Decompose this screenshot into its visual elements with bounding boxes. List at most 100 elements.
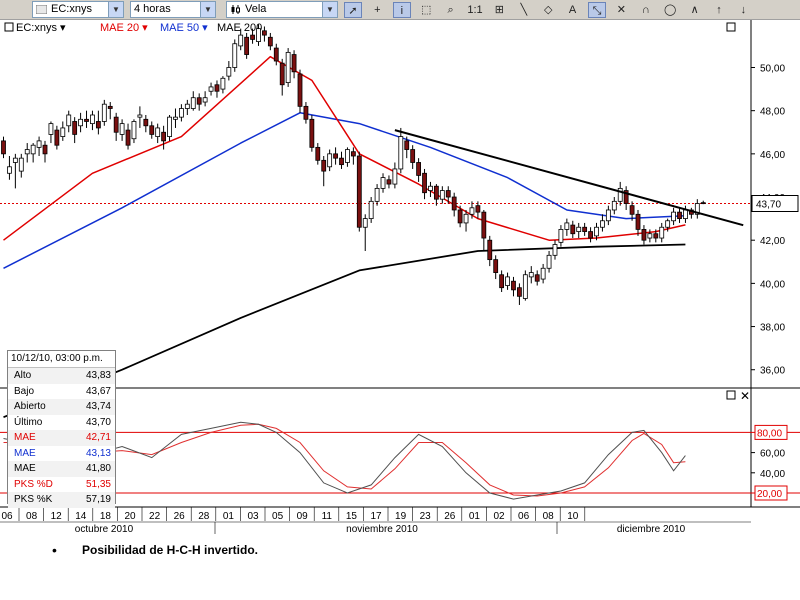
time-axis-day-label: 22 [149, 511, 161, 522]
time-axis-day-label: 18 [100, 511, 112, 522]
eraser-tool-button[interactable]: ◇ [543, 4, 553, 16]
arrow-up-tool-button[interactable]: ↑ [716, 4, 722, 16]
chevron-down-icon[interactable]: ▼ [108, 2, 123, 17]
candle-body [570, 224, 576, 235]
candle-body [143, 118, 149, 127]
time-axis-month-label: octubre 2010 [75, 524, 134, 535]
data-window-label: PKS %K [14, 494, 53, 505]
last-price-box [751, 195, 799, 212]
zoom-tool-button[interactable]: ⌕ [447, 4, 454, 16]
candle-body [119, 123, 125, 135]
candle-body [653, 233, 659, 239]
ellipse-tool-button[interactable]: ◯ [664, 4, 677, 16]
candle-body [528, 272, 534, 278]
candle-body [463, 213, 469, 224]
candle-body [48, 123, 54, 135]
wave-tool-button[interactable]: ∧ [690, 4, 699, 16]
candle-body [42, 144, 48, 155]
arrow-down-tool-button[interactable]: ↓ [740, 4, 747, 16]
data-window-value: 43,83 [85, 370, 111, 381]
interval-value: 4 horas [134, 3, 171, 15]
time-axis-day-label: 08 [26, 511, 38, 522]
symbol-combo[interactable]: EC:xnys ▼ [32, 1, 124, 18]
data-window-value: 41,80 [85, 463, 111, 474]
candle-body [694, 203, 700, 215]
candle-body [677, 211, 682, 220]
candle-body [499, 274, 505, 289]
price-axis-label: 36,00 [760, 366, 785, 377]
time-axis-day-label: 23 [420, 511, 432, 522]
cycle-tool-button[interactable]: ∩ [641, 4, 650, 16]
candle-body [428, 185, 433, 191]
time-axis-day-label: 10 [567, 511, 579, 522]
data-window-label: MAE [14, 463, 36, 474]
legend-symbol-swatch [4, 22, 14, 32]
candle-body [475, 205, 481, 213]
scale-1-1-button[interactable]: 1:1 [467, 4, 483, 16]
mae50-line [3, 112, 686, 269]
candle-body [113, 116, 119, 133]
candle-body [629, 205, 635, 215]
candle-body [226, 67, 232, 77]
data-window-row: Último 43,70 [8, 415, 115, 431]
zoom-area-tool-button[interactable]: ⬚ [420, 4, 432, 16]
data-window-label: Abierto [14, 401, 46, 412]
fibonacci-tool-button[interactable]: ⊞ [494, 4, 504, 16]
chevron-down-icon[interactable]: ▼ [200, 2, 215, 17]
time-axis-day-label: 05 [272, 511, 284, 522]
crosshair-tool-button[interactable]: + [374, 4, 381, 16]
candle-body [12, 157, 18, 163]
time-axis-day-label: 06 [1, 511, 13, 522]
candle-body [315, 146, 321, 161]
candle-body [54, 129, 60, 146]
line-tool-button[interactable]: ╲ [520, 4, 528, 16]
price-axis-label: 50,00 [760, 63, 785, 74]
data-window-value: 57,19 [85, 494, 111, 505]
info-tool-button[interactable]: i [392, 2, 411, 18]
candle-body [517, 287, 522, 297]
candle-body [546, 254, 552, 269]
candle-body [30, 144, 36, 155]
channel-tool-button[interactable]: ⤡ [588, 2, 606, 18]
candle-body [522, 274, 528, 299]
candle-body [416, 162, 422, 176]
data-window-row: Abierto 43,74 [8, 399, 115, 415]
candle-body [84, 118, 89, 122]
chart-legend: EC:xnys ▾ MAE 20 ▾ MAE 50 ▾ MAE 200 [4, 22, 262, 34]
candle-body [558, 229, 564, 243]
legend-mae200: MAE 200 [217, 22, 262, 34]
candle-body [155, 127, 161, 137]
data-window-label: Último [14, 416, 43, 428]
candle-body [167, 116, 172, 137]
oscillator-axis-label: 60,00 [760, 449, 785, 460]
candle-body [190, 97, 196, 109]
candle-body [267, 36, 273, 47]
candle-body [202, 97, 208, 103]
data-window-row: Bajo 43,67 [8, 384, 115, 400]
oscillator-close-icon: ✕ [740, 389, 750, 403]
candles [1, 24, 706, 305]
candle-body [700, 202, 706, 205]
candle-body [611, 200, 617, 211]
candle-body [101, 103, 107, 122]
data-window-row: MAE 43,13 [8, 446, 115, 462]
time-axis: 06 08 12 14 18 20 22 26 28 01 03 05 09 11 15 17 19 23 26 01… [0, 507, 751, 535]
delete-tool-button[interactable]: ✕ [616, 4, 626, 16]
data-window-timestamp: 10/12/10, 03:00 p.m. [8, 351, 115, 368]
candle-body [594, 226, 599, 237]
data-window-value: 43,74 [85, 401, 111, 412]
data-window-label: MAE [14, 447, 36, 459]
time-axis-day-label: 14 [75, 511, 87, 522]
candle-body [333, 153, 338, 159]
chart[interactable]: EC:xnys ▾ MAE 20 ▾ MAE 50 ▾ MAE 200 36,00 38,… [0, 20, 800, 540]
legend-symbol: EC:xnys ▾ [16, 22, 66, 34]
toolbar: EC:xnys ▼ 4 horas ▼ Vela ▼ ➚ + i ⬚ ⌕ 1:1 ⊞ ╲ ◇ A ⤡… [0, 0, 800, 20]
chart-style-combo[interactable]: Vela ▼ [226, 1, 338, 18]
time-axis-month-label: diciembre 2010 [617, 524, 686, 535]
pointer-tool-button[interactable]: ➚ [344, 2, 362, 18]
interval-combo[interactable]: 4 horas ▼ [130, 1, 216, 18]
chevron-down-icon[interactable]: ▼ [322, 2, 337, 17]
text-tool-button[interactable]: A [568, 4, 577, 16]
candle-body [386, 179, 392, 185]
data-window: 10/12/10, 03:00 p.m. Alto 43,83 Bajo 43,67 A… [7, 350, 116, 508]
